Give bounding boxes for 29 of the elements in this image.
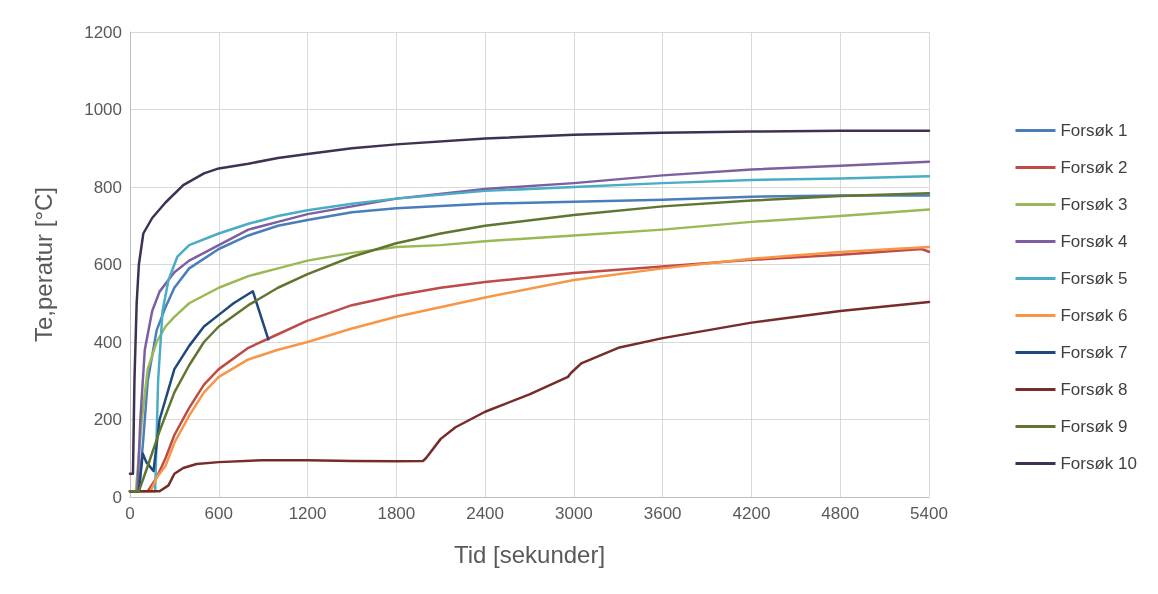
x-tick-label: 1800 <box>377 504 416 523</box>
legend-label: Forsøk 3 <box>1060 195 1128 214</box>
y-tick-label: 200 <box>93 410 122 429</box>
legend-label: Forsøk 1 <box>1060 121 1128 140</box>
x-tick-label: 4800 <box>821 504 860 523</box>
y-tick-label: 400 <box>93 332 122 352</box>
x-tick-label: 0 <box>125 504 135 523</box>
y-tick-label: 800 <box>93 177 122 197</box>
legend-label: Forsøk 7 <box>1060 343 1128 362</box>
legend-label: Forsøk 8 <box>1060 380 1128 399</box>
legend-label: Forsøk 6 <box>1060 306 1128 325</box>
y-axis-title: Te,peratur [°C] <box>29 187 57 342</box>
legend-label: Forsøk 10 <box>1060 454 1138 473</box>
y-tick-label: 1200 <box>84 22 122 42</box>
y-tick-label: 0 <box>112 487 122 507</box>
legend-label: Forsøk 9 <box>1060 417 1128 436</box>
legend-label: Forsøk 5 <box>1060 269 1128 288</box>
x-tick-label: 3000 <box>554 504 593 523</box>
y-tick-label: 1000 <box>84 100 122 119</box>
legend-label: Forsøk 2 <box>1060 158 1128 177</box>
x-tick-label: 1200 <box>288 504 327 523</box>
legend-label: Forsøk 4 <box>1060 232 1128 251</box>
x-tick-label: 600 <box>204 504 233 523</box>
x-tick-label: 4200 <box>732 504 771 523</box>
x-tick-label: 2400 <box>466 504 505 523</box>
y-tick-label: 600 <box>93 255 122 274</box>
x-axis-title: Tid [sekunder] <box>453 540 606 568</box>
x-tick-label: 3600 <box>643 504 682 523</box>
x-tick-label: 5400 <box>910 504 948 523</box>
